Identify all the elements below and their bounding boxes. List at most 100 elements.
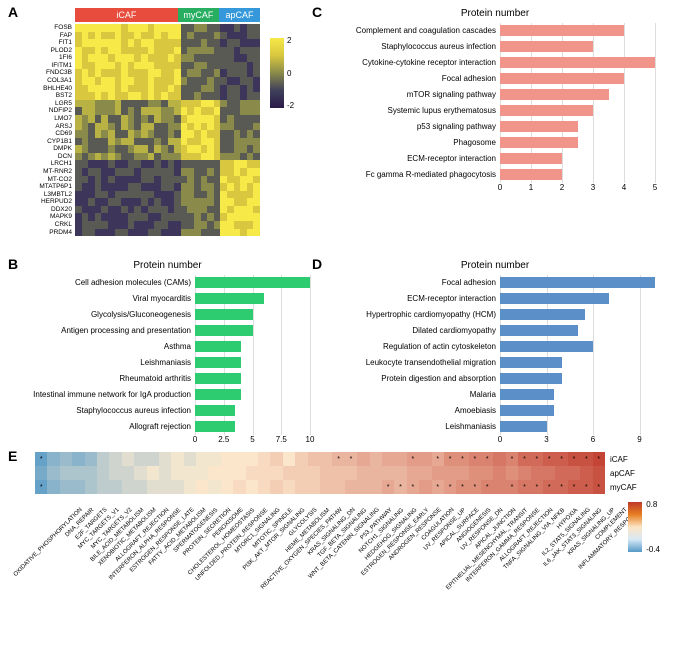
heatmap-cell: * <box>407 452 419 466</box>
heatmap-cell <box>419 480 431 494</box>
heatmap-cell <box>134 466 146 480</box>
colorbar-a <box>270 38 284 108</box>
heatmap-cell <box>270 452 282 466</box>
heatmap-cell <box>122 466 134 480</box>
heatmap-cell <box>345 480 357 494</box>
panel-c-label: C <box>312 4 322 20</box>
heatmap-cell: * <box>394 480 406 494</box>
heatmap-cell <box>233 466 245 480</box>
gene-label: HERPUD2 <box>20 198 72 206</box>
bar <box>500 57 655 68</box>
heatmap-cell <box>419 466 431 480</box>
heatmap-cell <box>35 466 47 480</box>
bar <box>500 421 547 432</box>
heatmap-cell <box>159 452 171 466</box>
heatmap-cell <box>555 466 567 480</box>
bar <box>500 25 624 36</box>
panel-b-label: B <box>8 256 18 272</box>
heatmap-cell <box>233 480 245 494</box>
heatmap-cell <box>308 480 320 494</box>
chart-title: Protein number <box>20 260 315 271</box>
bar-row: Antigen processing and presentation <box>20 323 315 338</box>
bar <box>500 389 554 400</box>
heatmap-cell <box>543 466 555 480</box>
heatmap-cell <box>258 452 270 466</box>
heatmap-cell <box>258 480 270 494</box>
heatmap-cell <box>221 452 233 466</box>
heatmap-cell <box>444 466 456 480</box>
bar-row: Staphylococcus aureus infection <box>20 403 315 418</box>
bar-label: Protein digestion and absorption <box>325 374 500 383</box>
bar-label: Asthma <box>20 342 195 351</box>
heatmap-cell <box>221 466 233 480</box>
heatmap-cell <box>171 452 183 466</box>
heatmap-cell <box>432 466 444 480</box>
bar-row: mTOR signaling pathway <box>325 87 665 102</box>
heatmap-cell <box>109 466 121 480</box>
gene-label: MAPK9 <box>20 213 72 221</box>
gene-label: ARSJ <box>20 123 72 131</box>
gene-label: BHLHE40 <box>20 85 72 93</box>
gene-label: CRKL <box>20 221 72 229</box>
heatmap-cell: * <box>531 452 543 466</box>
bar-row: Viral myocarditis <box>20 291 315 306</box>
gene-label: PRDM4 <box>20 229 72 237</box>
bar-row: Leishmaniasis <box>20 355 315 370</box>
group-icaf: iCAF <box>75 8 178 22</box>
heatmap-cell <box>407 466 419 480</box>
bar <box>500 137 578 148</box>
bar-label: Intestinal immune network for IgA produc… <box>20 390 195 399</box>
bar-label: Fc gamma R-mediated phagocytosis <box>325 170 500 179</box>
bar <box>500 277 655 288</box>
heatmap-cell: * <box>469 452 481 466</box>
heatmap-cell <box>60 466 72 480</box>
heatmap-cell <box>147 480 159 494</box>
bar-label: Viral myocarditis <box>20 294 195 303</box>
bar-row: Allograft rejection <box>20 419 315 434</box>
bar <box>195 309 253 320</box>
panel-e-label: E <box>8 448 17 464</box>
gene-label: DCN <box>20 153 72 161</box>
heatmap-cell: * <box>593 452 605 466</box>
heatmap-cell <box>171 466 183 480</box>
heatmap-cell <box>221 480 233 494</box>
gene-label: FNDC3B <box>20 69 72 77</box>
panel-c-barchart: Protein number Complement and coagulatio… <box>325 8 665 195</box>
bar <box>500 73 624 84</box>
heatmap-cell <box>345 466 357 480</box>
gene-labels: FOSBFAPFIT1PLOD21FI6IFITM1FNDC3BCOL3A1BH… <box>20 24 75 236</box>
bar-label: Malaria <box>325 390 500 399</box>
heatmap-cell: * <box>580 452 592 466</box>
heatmap-cell <box>47 452 59 466</box>
bar-row: Systemic lupus erythematosus <box>325 103 665 118</box>
bar-label: Phagosome <box>325 138 500 147</box>
panel-a-heatmap: iCAF myCAF apCAF FOSBFAPFIT1PLOD21FI6IFI… <box>20 8 285 248</box>
gene-label: FIT1 <box>20 39 72 47</box>
heatmap-cell: * <box>456 480 468 494</box>
heatmap-cell: * <box>407 480 419 494</box>
heatmap-cell <box>332 466 344 480</box>
bar-label: ECM-receptor interaction <box>325 294 500 303</box>
panel-d-barchart: Protein number Focal adhesionECM-recepto… <box>325 260 665 447</box>
heatmap-cell <box>171 480 183 494</box>
heatmap-cell <box>308 452 320 466</box>
heatmap-cell <box>308 466 320 480</box>
heatmap-cell <box>184 452 196 466</box>
heatmap-cell <box>47 466 59 480</box>
gene-label: MT-CO2 <box>20 176 72 184</box>
gene-label: CYP1B1 <box>20 138 72 146</box>
bar-row: Cytokine-cytokine receptor interaction <box>325 55 665 70</box>
colorbar-e-labels: 0.8 -0.4 <box>646 500 660 554</box>
bar-label: Cell adhesion molecules (CAMs) <box>20 278 195 287</box>
heatmap-cell: * <box>469 480 481 494</box>
heatmap-cell <box>109 480 121 494</box>
heatmap-cell: * <box>481 452 493 466</box>
heatmap-cell <box>159 466 171 480</box>
gene-label: 1FI6 <box>20 54 72 62</box>
row-labels-e: iCAF apCAF myCAF <box>610 452 660 494</box>
heatmap-cell: * <box>444 452 456 466</box>
heatmap-cell <box>134 480 146 494</box>
panel-a-label: A <box>8 4 18 20</box>
heatmap-cell <box>370 480 382 494</box>
bar-label: Dilated cardiomyopathy <box>325 326 500 335</box>
